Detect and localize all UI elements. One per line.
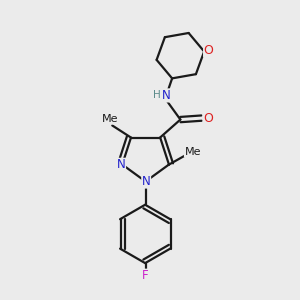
Text: F: F <box>142 269 149 282</box>
Text: O: O <box>204 44 214 56</box>
Text: Me: Me <box>102 114 118 124</box>
Text: O: O <box>203 112 213 124</box>
Text: Me: Me <box>184 147 201 157</box>
Text: N: N <box>142 175 151 188</box>
Text: N: N <box>162 89 171 102</box>
Text: H: H <box>153 90 161 100</box>
Text: N: N <box>117 158 125 171</box>
